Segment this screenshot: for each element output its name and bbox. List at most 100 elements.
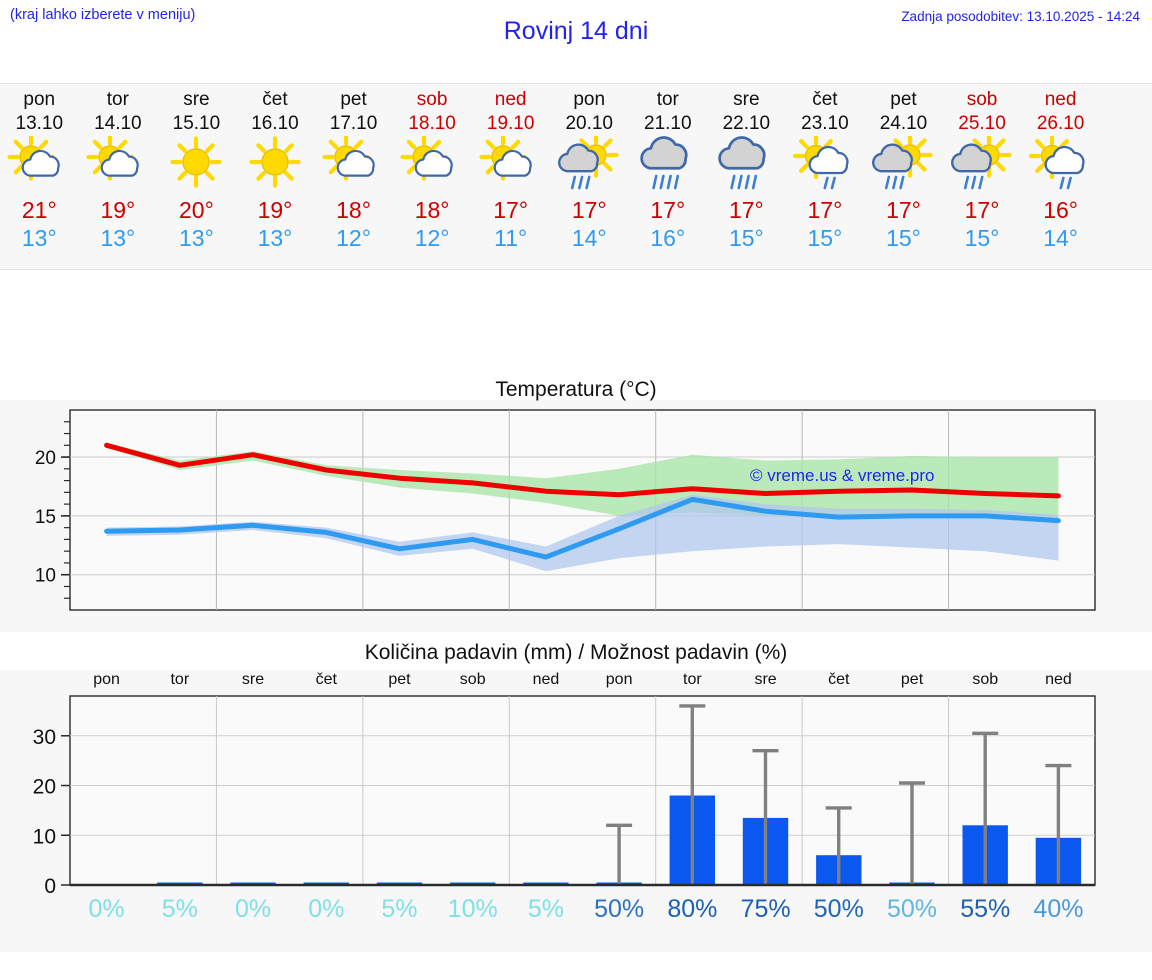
day-column-2[interactable]: tor 14.10 19° 13°	[79, 84, 158, 269]
sun-cloud-rain-icon	[786, 136, 865, 192]
day-name: ned	[1044, 89, 1077, 110]
svg-text:30: 30	[33, 726, 56, 749]
sun-cloud-icon	[0, 136, 79, 192]
precipitation-day-label-2: tor	[170, 671, 190, 688]
precipitation-day-label-12: pet	[900, 671, 924, 688]
day-min-temp: 13°	[100, 225, 136, 251]
precipitation-day-label-8: pon	[605, 671, 633, 688]
svg-text:15: 15	[35, 507, 56, 528]
precipitation-probability-8: 50%	[594, 895, 645, 923]
day-max-temp: 18°	[414, 197, 450, 223]
day-max-temp: 17°	[807, 197, 843, 223]
day-column-5[interactable]: pet 17.10 18° 12°	[314, 84, 393, 269]
day-column-6[interactable]: sob 18.10 18° 12°	[393, 84, 472, 269]
day-max-temp: 17°	[571, 197, 607, 223]
day-min-temp: 16°	[650, 225, 686, 251]
day-date: 14.10	[94, 113, 142, 134]
day-date: 18.10	[408, 113, 456, 134]
day-column-7[interactable]: ned 19.10 17° 11°	[471, 84, 550, 269]
day-date: 26.10	[1036, 113, 1085, 134]
precipitation-day-label-9: tor	[683, 671, 702, 688]
day-date: 17.10	[329, 113, 378, 134]
day-column-12[interactable]: pet 24.10 17° 15°	[864, 84, 943, 269]
day-column-14[interactable]: ned 26.10 16° 14°	[1021, 84, 1100, 269]
day-date: 22.10	[722, 113, 771, 134]
day-max-temp: 19°	[257, 197, 293, 223]
precipitation-probability-12: 50%	[886, 895, 938, 923]
day-column-13[interactable]: sob 25.10 17° 15°	[943, 84, 1022, 269]
cloud-rain-icon	[629, 136, 708, 192]
precipitation-plot: 0 10 20 30	[0, 638, 1152, 975]
day-max-temp: 17°	[728, 197, 764, 223]
precipitation-day-label-11: čet	[828, 671, 850, 688]
cloud-rain-icon	[707, 136, 786, 192]
day-column-1[interactable]: pon 13.10 21° 13°	[0, 84, 79, 269]
day-name: pon	[573, 89, 606, 110]
precipitation-day-labels: pon tor sre čet pet sob ned pon tor sre čet pet sob n…	[70, 671, 1095, 695]
day-name: pet	[890, 89, 917, 110]
precipitation-day-label-5: pet	[388, 671, 411, 688]
precipitation-probability-3: 0%	[234, 895, 272, 923]
day-min-temp: 15°	[886, 225, 921, 251]
day-date: 13.10	[15, 113, 64, 134]
day-column-11[interactable]: čet 23.10 17° 15°	[786, 84, 865, 269]
page-header: (kraj lahko izberete v meniju) Rovinj 14…	[0, 0, 1152, 62]
sun-icon	[236, 136, 315, 192]
svg-text:10: 10	[33, 825, 56, 848]
precipitation-probability-6: 10%	[447, 895, 498, 923]
day-max-temp: 17°	[886, 197, 921, 223]
cloud-sun-rain-icon	[550, 136, 629, 192]
day-max-temp: 20°	[179, 197, 214, 223]
day-date: 16.10	[251, 113, 299, 134]
day-max-temp: 17°	[650, 197, 686, 223]
day-min-temp: 14°	[1043, 225, 1078, 251]
day-name: čet	[262, 89, 288, 110]
precipitation-probability-9: 80%	[667, 895, 718, 923]
day-date: 19.10	[486, 113, 535, 134]
precipitation-day-label-14: ned	[1045, 671, 1072, 688]
precipitation-probability-10: 75%	[740, 895, 791, 923]
day-column-10[interactable]: sre 22.10 17° 15°	[707, 84, 786, 269]
precipitation-day-label-6: sob	[459, 671, 486, 688]
day-column-4[interactable]: čet 16.10 19° 13°	[236, 84, 315, 269]
precipitation-probability-7: 5%	[527, 895, 564, 923]
day-max-temp: 21°	[21, 197, 57, 223]
day-column-9[interactable]: tor 21.10 17° 16°	[629, 84, 708, 269]
day-date: 20.10	[565, 113, 613, 134]
day-max-temp: 17°	[493, 197, 529, 223]
day-name: sob	[966, 89, 998, 110]
sun-cloud-icon	[471, 136, 550, 192]
day-name: tor	[656, 89, 679, 110]
day-max-temp: 16°	[1043, 197, 1078, 223]
svg-text:0: 0	[44, 875, 56, 898]
day-max-temp: 17°	[964, 197, 1000, 223]
page-title: Rovinj 14 dni	[503, 17, 649, 45]
precipitation-probability-2: 5%	[161, 895, 198, 923]
day-max-temp: 18°	[336, 197, 371, 223]
day-name: sob	[416, 89, 448, 110]
precipitation-day-label-13: sob	[972, 671, 999, 688]
sun-cloud-rain-icon	[1021, 136, 1100, 192]
svg-text:10: 10	[35, 566, 56, 587]
temperature-svg: 10 15 20	[35, 409, 1096, 611]
sun-cloud-icon	[314, 136, 393, 192]
precipitation-day-label-7: ned	[532, 671, 560, 688]
day-name: tor	[106, 89, 129, 110]
cloud-sun-rain-icon	[943, 136, 1022, 192]
precipitation-probability-14: 40%	[1033, 895, 1084, 923]
precipitation-probability-13: 55%	[960, 895, 1011, 923]
day-name: ned	[494, 89, 527, 110]
day-column-3[interactable]: sre 15.10 20° 13°	[157, 84, 236, 269]
day-column-8[interactable]: pon 20.10 17° 14°	[550, 84, 629, 269]
day-name: pet	[340, 89, 367, 110]
menu-hint-text: (kraj lahko izberete v meniju)	[10, 7, 196, 23]
day-max-temp: 19°	[100, 197, 136, 223]
day-name: čet	[812, 89, 838, 110]
sun-icon	[157, 136, 236, 192]
precipitation-day-label-1: pon	[93, 671, 120, 688]
day-date: 25.10	[958, 113, 1006, 134]
copyright-watermark: © vreme.us & vreme.pro	[750, 466, 935, 485]
precipitation-probability-11: 50%	[813, 895, 864, 923]
day-date: 23.10	[801, 113, 849, 134]
